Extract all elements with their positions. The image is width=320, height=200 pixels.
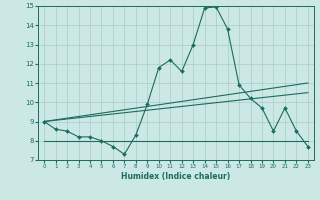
X-axis label: Humidex (Indice chaleur): Humidex (Indice chaleur): [121, 172, 231, 181]
